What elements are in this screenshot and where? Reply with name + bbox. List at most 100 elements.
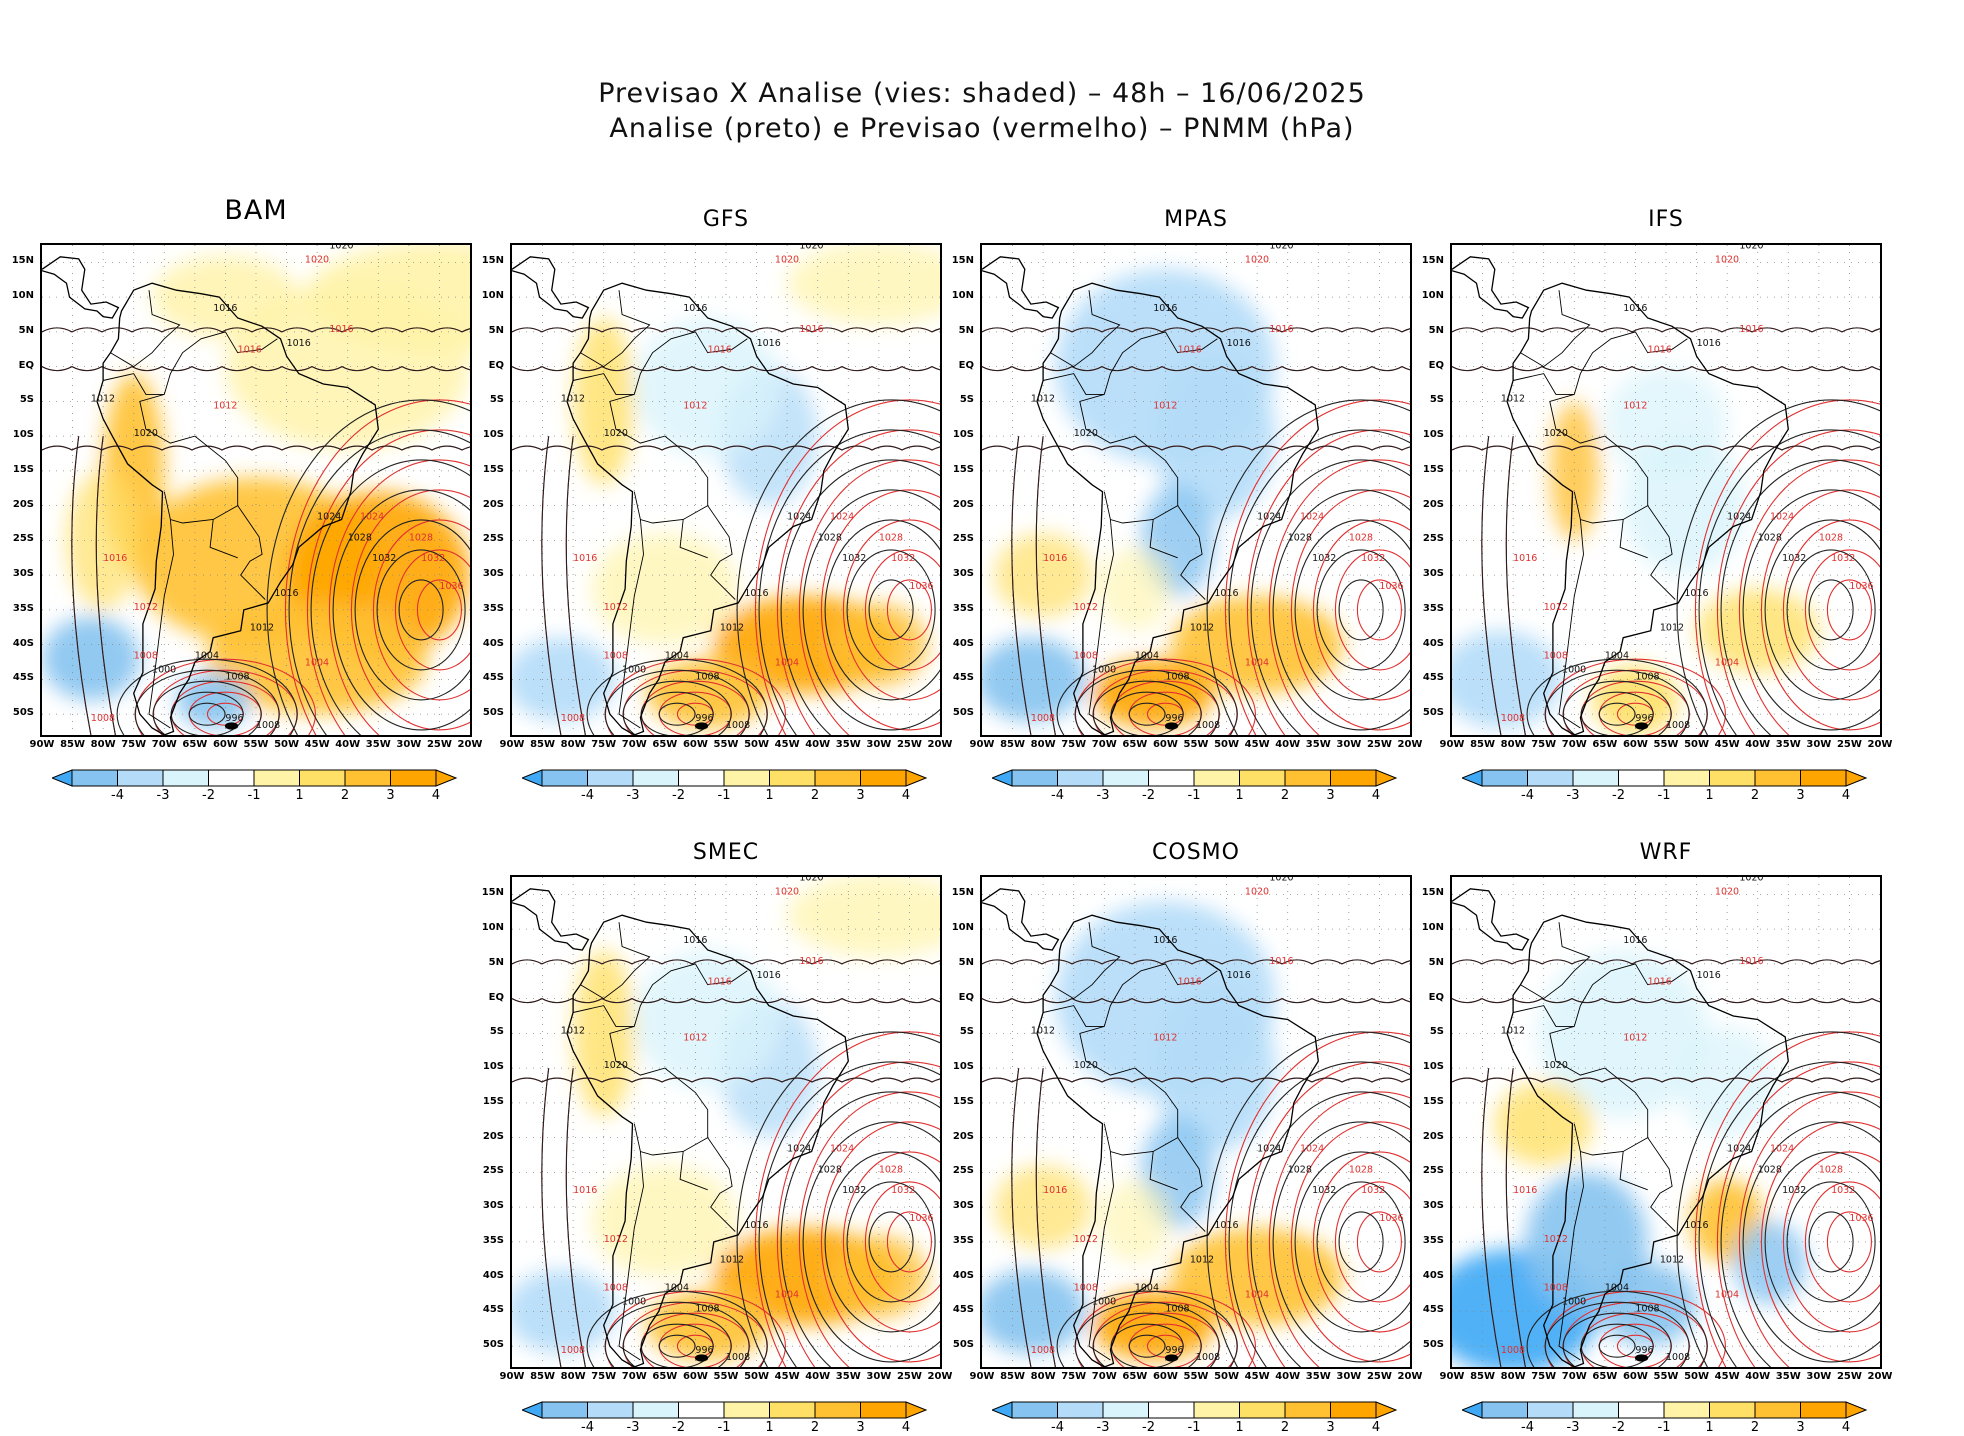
lat-label: 15S — [482, 463, 504, 475]
lat-label: 5N — [958, 956, 974, 968]
lon-label: 25W — [1836, 1371, 1862, 1382]
lat-label: 45S — [482, 672, 504, 684]
lat-label: 10S — [952, 429, 974, 441]
lat-label: 10S — [482, 1061, 504, 1073]
lon-label: 65W — [1592, 1371, 1618, 1382]
isobar-label-analysis: 1016 — [213, 303, 237, 314]
lon-label: 50W — [744, 1371, 770, 1382]
isobar-label-forecast: 1016 — [1513, 1185, 1537, 1196]
lon-label: 35W — [835, 1371, 861, 1382]
colorbar-label: 2 — [1750, 1420, 1760, 1435]
isobar-label-analysis: 1008 — [1196, 1352, 1220, 1363]
colorbar-label: -3 — [1566, 1420, 1580, 1435]
colorbar-label: -1 — [1657, 788, 1671, 803]
lat-label: 15N — [11, 255, 34, 267]
colorbar-label: 1 — [765, 1420, 774, 1435]
lat-label: 50S — [952, 707, 974, 719]
lon-label: 75W — [121, 739, 147, 750]
lat-label: 5S — [489, 1026, 504, 1038]
lat-label: EQ — [488, 991, 504, 1003]
lat-label: 5N — [958, 324, 974, 336]
lat-label: 10N — [951, 290, 974, 302]
map-canvas: 1020101610161016101210201024102810321016… — [982, 245, 1410, 735]
colorbar-label: 1 — [1235, 788, 1244, 803]
lon-label: 75W — [1061, 1371, 1087, 1382]
isobar-label-analysis: 1016 — [1697, 970, 1721, 981]
colorbar-label: -3 — [626, 788, 640, 803]
lon-label: 45W — [1244, 739, 1270, 750]
isobar-label-analysis: 1028 — [818, 532, 842, 543]
lon-label: 90W — [969, 739, 995, 750]
lat-label: 15N — [951, 255, 974, 267]
colorbar-label: -2 — [1612, 788, 1625, 803]
lon-label: 20W — [1867, 739, 1893, 750]
lat-label: 10S — [1422, 429, 1444, 441]
isobar-label-forecast: 1008 — [1501, 1345, 1525, 1356]
isobar-label-analysis: 1016 — [1227, 970, 1251, 981]
isobar-label-analysis: 1016 — [744, 1220, 768, 1231]
colorbar — [522, 769, 928, 787]
isobar-label-analysis: 1024 — [787, 512, 811, 523]
lon-label: 25W — [426, 739, 452, 750]
isobar-label-analysis: 1016 — [1214, 588, 1238, 599]
isobar-label-forecast: 1016 — [329, 324, 353, 335]
isobar-label-forecast: 1028 — [1349, 1164, 1373, 1175]
colorbar-label: -1 — [717, 1420, 731, 1435]
lat-label: 25S — [12, 533, 34, 545]
isobar-label-forecast: 1020 — [1245, 886, 1269, 897]
isobar-label-analysis: 1016 — [1623, 935, 1647, 946]
map-panel-mpas: 1020101610161016101210201024102810321016… — [980, 243, 1412, 737]
colorbar-label: 2 — [810, 788, 820, 803]
isobar-label-analysis: 1016 — [1153, 935, 1177, 946]
isobar-label-forecast: 1016 — [1043, 1185, 1067, 1196]
lon-label: 55W — [1183, 739, 1209, 750]
colorbar-label: 3 — [1796, 788, 1805, 803]
lat-label: 5S — [959, 1026, 974, 1038]
isobar-label-forecast: 1012 — [1544, 1234, 1568, 1245]
colorbar — [52, 769, 458, 787]
lat-label: 10S — [1422, 1061, 1444, 1073]
lon-label: 55W — [713, 739, 739, 750]
lat-label: 45S — [1422, 1304, 1444, 1316]
colorbar-label: -4 — [1051, 788, 1064, 803]
isobar-label-analysis: 1012 — [720, 623, 744, 634]
isobar-label-forecast: 1036 — [1379, 581, 1403, 592]
isobar-label-analysis: 996 — [695, 1345, 713, 1356]
lon-label: 80W — [1500, 739, 1526, 750]
lat-label: 20S — [482, 498, 504, 510]
colorbar-label: -4 — [1051, 1420, 1064, 1435]
isobar-label-forecast: 1016 — [573, 1185, 597, 1196]
lat-label: 5S — [489, 394, 504, 406]
lat-label: EQ — [18, 359, 34, 371]
isobar-label-analysis: 1000 — [152, 664, 176, 675]
colorbar-label: 1 — [1705, 788, 1714, 803]
isobar-label-forecast: 1012 — [1153, 1032, 1177, 1043]
lat-label: 10N — [481, 290, 504, 302]
colorbar-label: -4 — [581, 788, 594, 803]
lon-label: 60W — [1152, 1371, 1178, 1382]
colorbar-label: 2 — [1280, 788, 1290, 803]
lat-label: 25S — [482, 533, 504, 545]
coastline — [512, 256, 849, 735]
colorbar-label: 3 — [856, 788, 865, 803]
isobar-label-forecast: 1008 — [1074, 651, 1098, 662]
lon-label: 40W — [1275, 739, 1301, 750]
map-panel-ifs: 1020101610161016101210201024102810321016… — [1450, 243, 1882, 737]
bias-shading — [1452, 949, 1807, 1367]
isobar-label-analysis: 1016 — [1684, 588, 1708, 599]
isobar-label-forecast: 1016 — [1269, 324, 1293, 335]
lat-label: 35S — [1422, 1234, 1444, 1246]
colorbar-label: -2 — [672, 788, 685, 803]
isobar-label-analysis: 1020 — [1269, 877, 1293, 883]
isobar-label-analysis: 1020 — [604, 1060, 628, 1071]
isobar-label-forecast: 1008 — [1544, 651, 1568, 662]
map-panel-cosmo: 1020101610161016101210201024102810321016… — [980, 875, 1412, 1369]
lon-label: 55W — [1183, 1371, 1209, 1382]
lon-label: 80W — [90, 739, 116, 750]
lon-label: 20W — [457, 739, 483, 750]
lat-label: 40S — [482, 637, 504, 649]
lat-label: 5N — [488, 956, 504, 968]
isobar-label-forecast: 1016 — [1648, 345, 1672, 356]
lat-label: 15N — [1421, 255, 1444, 267]
colorbar-label: 3 — [386, 788, 395, 803]
